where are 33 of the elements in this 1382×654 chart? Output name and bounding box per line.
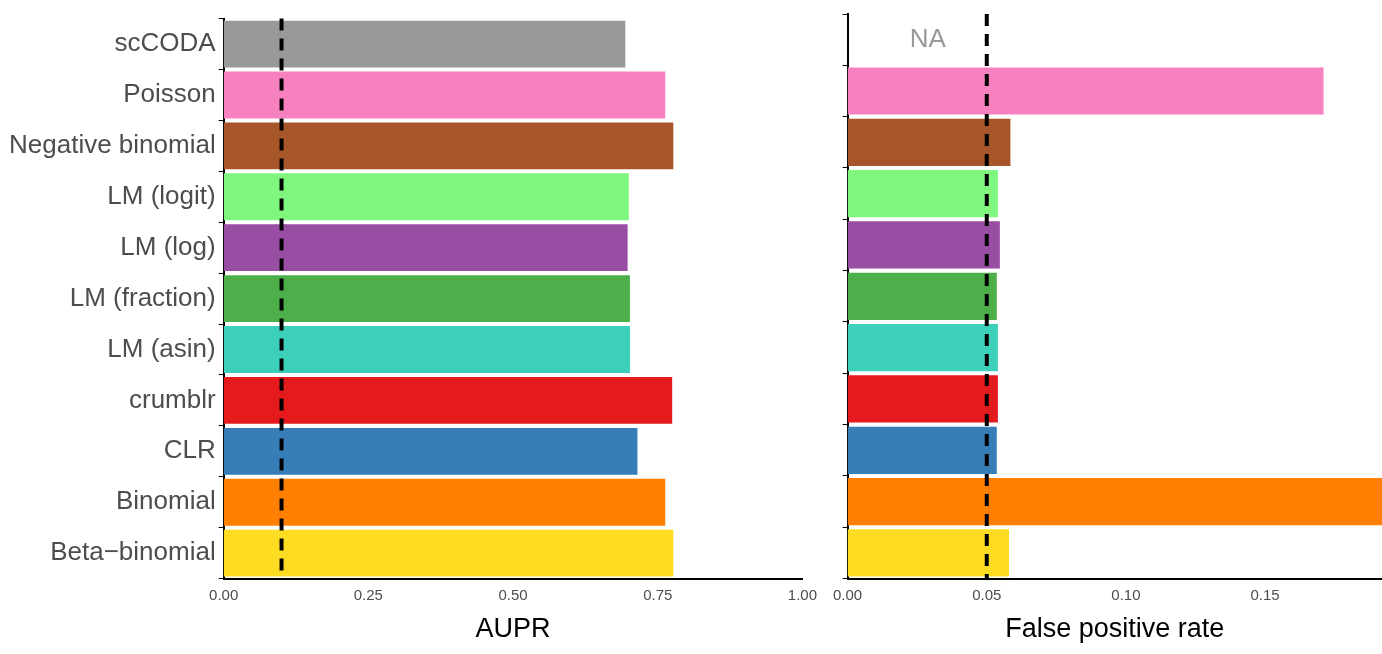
x-tick-label: 0.10 [1111,585,1141,603]
bar [847,375,998,423]
x-axis-title: AUPR [475,613,551,644]
bar [847,67,1324,115]
bar [847,426,997,474]
x-tick-label: 0.50 [498,585,528,603]
x-tick-label: 0.00 [833,585,863,603]
y-tick-label: crumblr [129,383,217,414]
x-tick-label: 1.00 [787,585,817,603]
x-tick-label: 0.75 [643,585,673,603]
x-tick-label: 0.25 [353,585,383,603]
y-tick-label: LM (log) [120,230,216,261]
x-tick-label: 0.05 [972,585,1002,603]
annotation: NA [909,22,947,53]
bar [847,272,997,320]
bar [847,221,1000,269]
y-tick-label: Negative binomial [9,129,216,160]
bar [847,478,1382,526]
y-tick-label: Binomial [115,485,216,516]
y-tick-label: LM (fraction) [69,281,216,312]
x-tick-label: 0.15 [1250,585,1280,603]
bar [847,324,998,372]
y-tick-label: CLR [163,434,216,465]
bar [847,529,1010,577]
y-tick-label: Poisson [123,78,216,109]
y-tick-label: scCODA [114,27,217,58]
x-axis-title: False positive rate [1005,613,1225,644]
y-tick-label: LM (asin) [107,332,216,363]
y-tick-label: LM (logit) [107,179,216,210]
y-tick-label: Beta−binomial [50,536,216,567]
bar [847,118,1011,166]
x-tick-label: 0.00 [209,585,239,603]
bar [847,170,998,218]
